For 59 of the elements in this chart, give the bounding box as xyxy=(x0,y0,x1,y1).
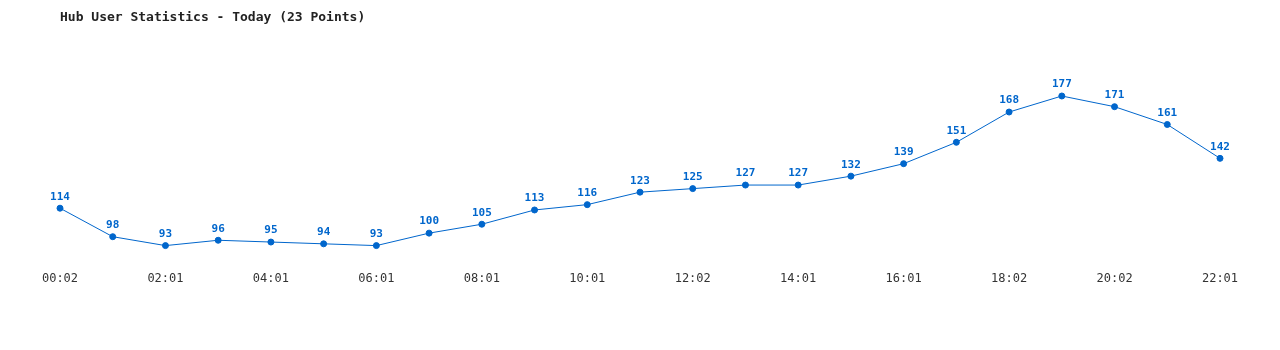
data-label: 100 xyxy=(419,214,440,228)
point xyxy=(689,185,697,193)
data-label: 177 xyxy=(1051,77,1072,91)
data-label: 93 xyxy=(158,226,173,240)
x-tick-label: 22:01 xyxy=(1201,270,1239,285)
data-label: 127 xyxy=(788,166,809,180)
point xyxy=(1111,103,1119,111)
point xyxy=(847,172,855,180)
point xyxy=(1058,92,1066,100)
data-label: 116 xyxy=(577,186,598,199)
x-tick-label: 16:01 xyxy=(885,270,922,285)
x-tick-label: 00:02 xyxy=(41,270,79,285)
x-tick-label: 20:02 xyxy=(1096,270,1133,285)
point xyxy=(109,233,117,241)
data-label: 113 xyxy=(524,191,545,205)
x-tick-label: 02:01 xyxy=(147,270,184,285)
data-label: 123 xyxy=(630,173,650,187)
data-label: 125 xyxy=(682,169,703,183)
data-label: 151 xyxy=(946,123,967,137)
point xyxy=(372,242,380,250)
point xyxy=(583,201,591,209)
chart-title: Hub User Statistics - Today (23 Points) xyxy=(60,9,366,24)
data-label: 98 xyxy=(106,218,120,232)
point xyxy=(214,236,222,244)
data-label: 94 xyxy=(317,225,331,239)
x-tick-label: 12:02 xyxy=(674,270,711,285)
x-tick-label: 04:01 xyxy=(252,270,289,285)
point xyxy=(161,242,169,250)
data-label: 142 xyxy=(1210,139,1230,153)
data-label: 168 xyxy=(999,93,1020,107)
data-label: 139 xyxy=(893,145,914,159)
point xyxy=(478,220,486,228)
point xyxy=(741,181,749,189)
point xyxy=(320,240,328,248)
x-tick-label: 14:01 xyxy=(780,270,817,285)
point xyxy=(1005,108,1013,116)
x-tick-label: 06:01 xyxy=(358,270,395,285)
data-label: 95 xyxy=(264,223,278,237)
point xyxy=(636,188,644,196)
data-label: 161 xyxy=(1157,105,1178,119)
point xyxy=(952,138,960,146)
point xyxy=(900,160,908,168)
data-label: 171 xyxy=(1104,88,1125,102)
data-label: 96 xyxy=(211,221,226,235)
x-tick-label: 18:02 xyxy=(991,270,1028,285)
data-label: 105 xyxy=(471,205,492,219)
point xyxy=(794,181,802,189)
data-label: 93 xyxy=(369,226,383,240)
x-tick-label: 10:01 xyxy=(569,270,606,285)
x-tick-label: 08:01 xyxy=(463,270,500,285)
data-label: 132 xyxy=(840,157,861,171)
point xyxy=(1163,121,1171,128)
point xyxy=(56,204,64,212)
point xyxy=(1216,154,1224,162)
point xyxy=(531,206,539,214)
data-label: 127 xyxy=(735,166,756,180)
data-label: 114 xyxy=(50,189,71,203)
point xyxy=(267,238,275,246)
point xyxy=(425,229,433,237)
